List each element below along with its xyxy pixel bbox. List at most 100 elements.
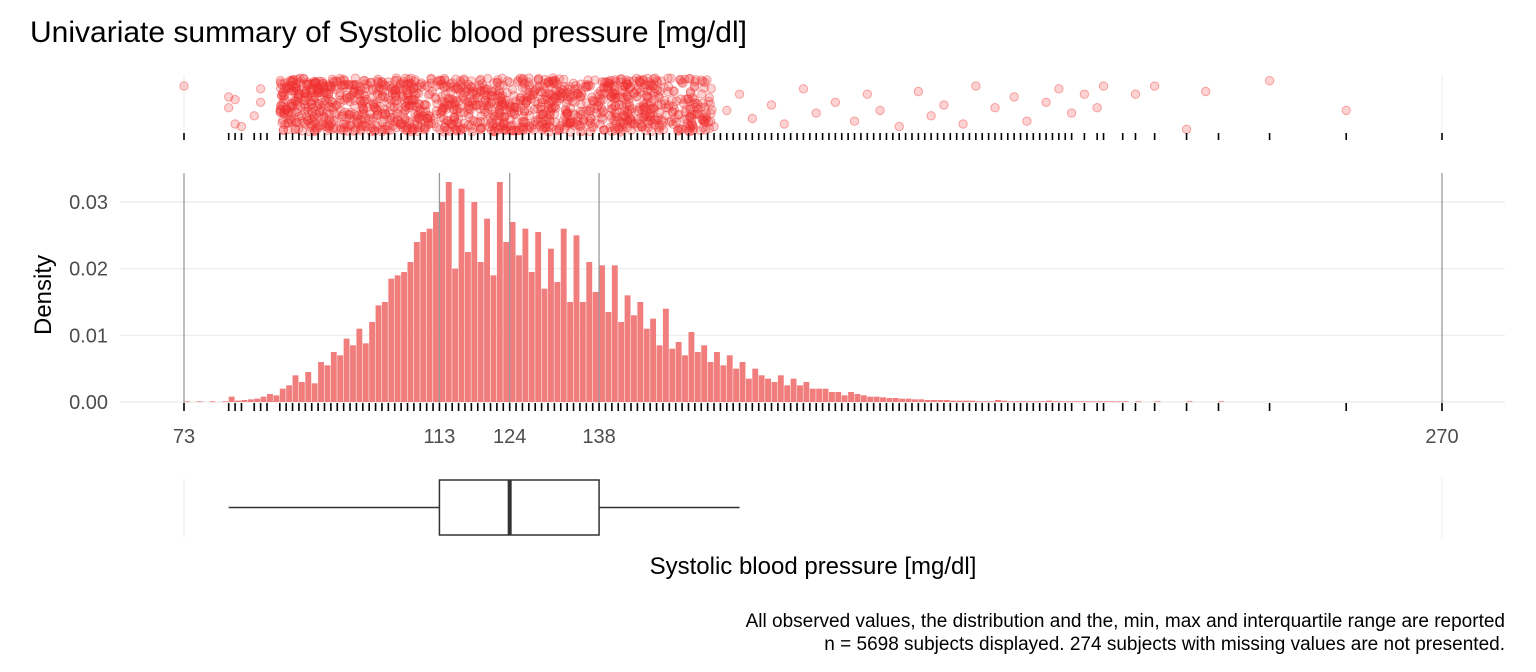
jitter-point xyxy=(455,87,466,98)
jitter-point xyxy=(316,80,326,90)
jitter-point xyxy=(692,107,703,118)
jitter-point xyxy=(324,123,334,134)
histogram-bar xyxy=(822,388,829,402)
jitter-point xyxy=(518,73,529,84)
jitter-point xyxy=(1022,116,1032,126)
jitter-point xyxy=(356,96,366,106)
jitter-point xyxy=(306,107,317,117)
jitter-point xyxy=(637,121,647,132)
histogram-bar xyxy=(739,362,746,402)
jitter-point xyxy=(576,79,586,89)
jitter-point xyxy=(627,103,637,114)
jitter-point xyxy=(562,109,573,119)
jitter-point xyxy=(454,103,465,114)
jitter-point xyxy=(419,100,430,110)
jitter-point xyxy=(303,102,313,113)
histogram-bar xyxy=(835,392,842,402)
jitter-point xyxy=(1264,76,1275,86)
histogram-bar xyxy=(1046,400,1052,402)
jitter-point xyxy=(545,116,555,127)
jitter-point xyxy=(531,84,541,95)
jitter-point xyxy=(373,105,383,116)
jitter-point xyxy=(673,126,684,136)
jitter-point xyxy=(654,125,664,135)
jitter-point xyxy=(592,101,602,112)
jitter-point xyxy=(689,109,700,120)
jitter-point xyxy=(475,104,485,114)
jitter-point xyxy=(668,101,678,111)
jitter-point xyxy=(528,90,538,100)
jitter-point xyxy=(515,92,526,102)
jitter-point xyxy=(643,91,653,102)
jitter-point xyxy=(636,121,647,131)
jitter-point xyxy=(386,84,397,94)
jitter-point xyxy=(689,81,700,91)
jitter-point xyxy=(449,112,460,123)
jitter-point xyxy=(290,96,301,106)
jitter-point xyxy=(555,120,565,131)
jitter-point xyxy=(598,106,608,116)
x-tick-label: 270 xyxy=(1425,426,1458,448)
jitter-point xyxy=(379,104,390,115)
jitter-point xyxy=(319,90,329,100)
jitter-point xyxy=(295,101,306,112)
jitter-point xyxy=(473,100,483,110)
jitter-point xyxy=(276,107,286,117)
jitter-point xyxy=(294,77,304,88)
jitter-point xyxy=(365,77,376,88)
jitter-point xyxy=(401,101,411,111)
histogram-bar xyxy=(720,365,727,402)
jitter-point xyxy=(318,78,328,89)
jitter-point xyxy=(555,92,566,102)
jitter-point xyxy=(475,125,486,135)
jitter-point xyxy=(620,81,630,91)
jitter-point xyxy=(383,93,394,103)
jitter-point xyxy=(365,115,375,126)
jitter-point xyxy=(310,91,320,101)
histogram-bar xyxy=(643,328,650,402)
jitter-point xyxy=(368,113,378,123)
jitter-point xyxy=(467,97,478,107)
jitter-point xyxy=(546,103,557,113)
histogram-bar xyxy=(637,302,644,402)
jitter-point xyxy=(360,113,371,123)
histogram-bar xyxy=(420,232,427,402)
jitter-point xyxy=(685,103,696,114)
jitter-point xyxy=(488,118,498,129)
jitter-point xyxy=(540,88,551,98)
jitter-point xyxy=(685,112,695,122)
jitter-point xyxy=(290,124,301,134)
jitter-point xyxy=(565,116,575,126)
jitter-point xyxy=(288,74,299,85)
jitter-point xyxy=(538,109,548,120)
jitter-point xyxy=(668,86,678,96)
histogram-bar xyxy=(1058,401,1065,403)
jitter-point xyxy=(409,83,419,94)
jitter-point xyxy=(449,113,459,124)
jitter-point xyxy=(375,101,385,112)
jitter-point xyxy=(486,91,496,101)
jitter-point xyxy=(360,90,370,101)
jitter-point xyxy=(666,73,676,84)
jitter-point xyxy=(685,88,696,99)
jitter-point xyxy=(310,77,320,87)
jitter-point xyxy=(386,83,397,93)
jitter-point xyxy=(302,79,312,90)
jitter-point xyxy=(427,86,437,96)
jitter-point xyxy=(685,104,696,115)
jitter-point xyxy=(691,109,701,119)
jitter-point xyxy=(311,77,321,87)
jitter-point xyxy=(565,103,575,113)
jitter-point xyxy=(412,82,423,92)
jitter-point xyxy=(475,75,485,86)
jitter-point xyxy=(471,89,481,100)
jitter-point xyxy=(390,90,401,101)
jitter-point xyxy=(537,109,548,120)
histogram-bar xyxy=(816,388,823,402)
jitter-point xyxy=(452,104,462,114)
jitter-point xyxy=(515,95,526,106)
jitter-point xyxy=(303,115,313,125)
jitter-point xyxy=(322,98,333,108)
jitter-point xyxy=(387,88,398,99)
histogram-bar xyxy=(1065,401,1072,403)
